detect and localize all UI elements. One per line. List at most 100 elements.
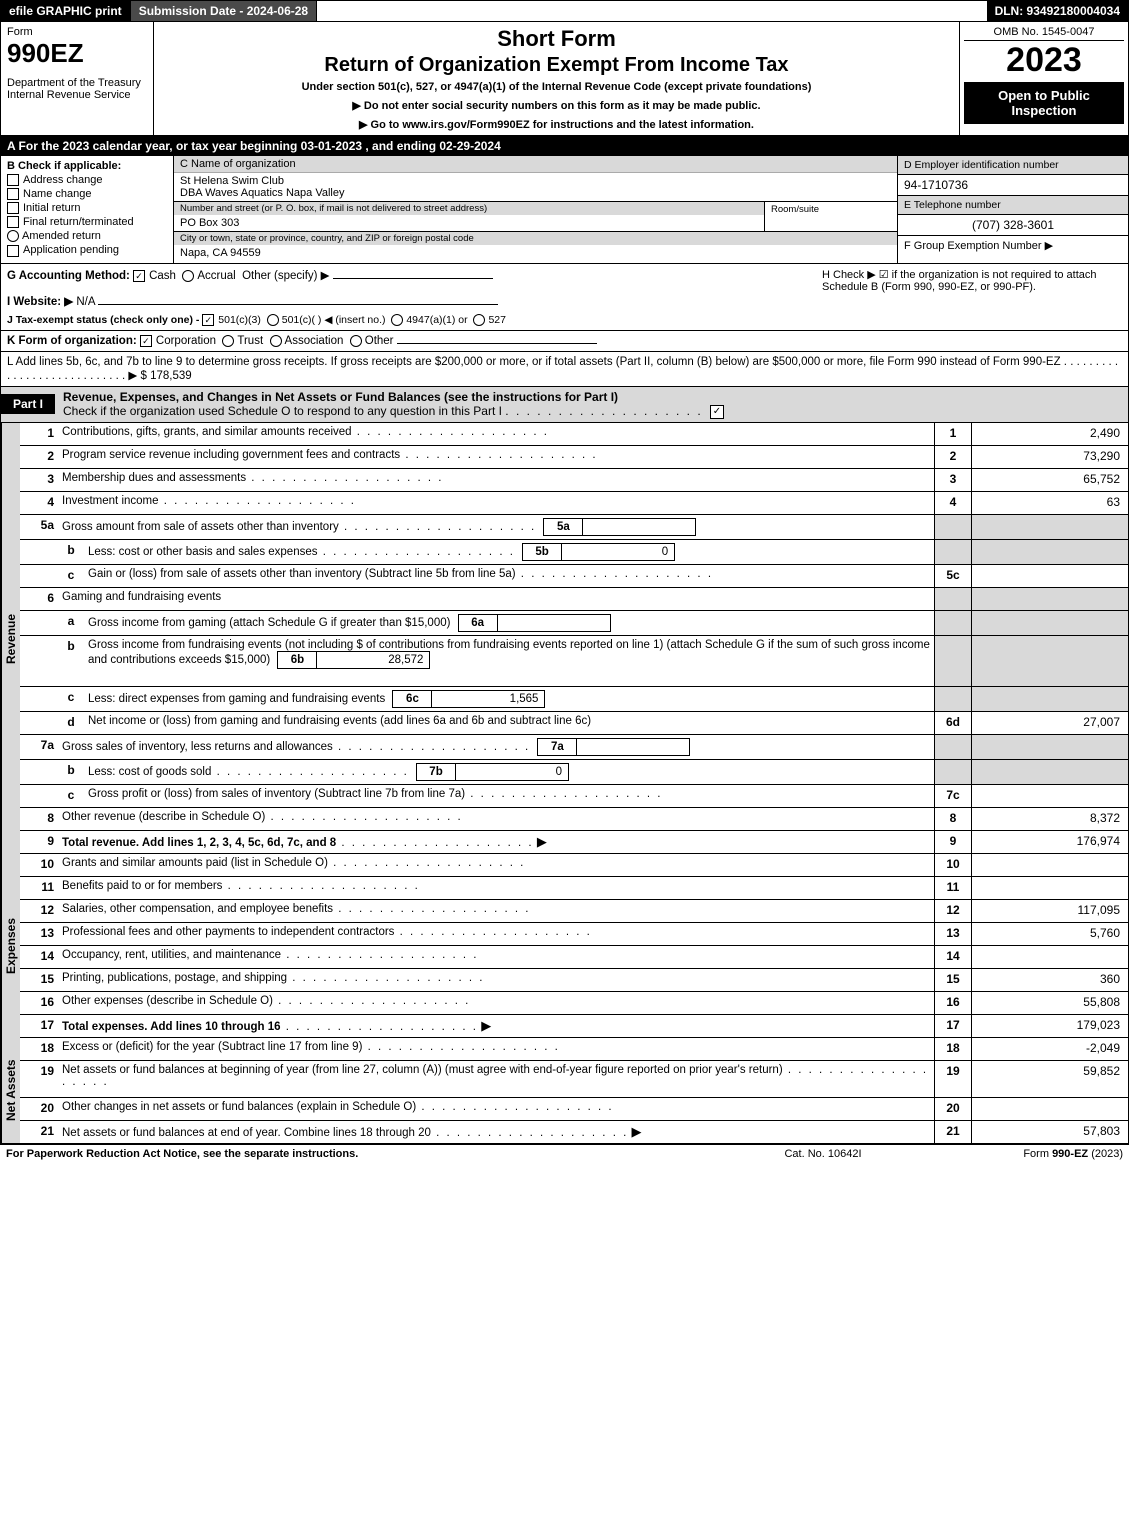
dln: DLN: 93492180004034 xyxy=(987,1,1128,21)
ln1-num: 1 xyxy=(20,423,58,445)
part-1-check-text: Check if the organization used Schedule … xyxy=(63,404,502,418)
k-trust: Trust xyxy=(237,335,263,347)
ln7b-ib: 7b xyxy=(417,764,456,780)
j-527: 527 xyxy=(488,314,506,326)
ln12-box: 12 xyxy=(934,900,971,922)
ln6a-ib: 6a xyxy=(459,615,498,631)
ln6b-ib: 6b xyxy=(278,652,317,668)
j-line: J Tax-exempt status (check only one) - 5… xyxy=(7,314,1122,326)
line-4: 4 Investment income 4 63 xyxy=(20,492,1128,515)
ln6b-val xyxy=(971,636,1128,686)
omb-number: OMB No. 1545-0047 xyxy=(964,26,1124,41)
ln10-num: 10 xyxy=(20,854,58,876)
ln17-val: 179,023 xyxy=(971,1015,1128,1037)
k-corp: Corporation xyxy=(156,335,216,347)
header-center: Short Form Return of Organization Exempt… xyxy=(154,22,959,135)
line-15: 15 Printing, publications, postage, and … xyxy=(20,969,1128,992)
line-7c: c Gross profit or (loss) from sales of i… xyxy=(20,785,1128,808)
ln6c-ibv: 1,565 xyxy=(432,691,544,707)
ln5b-val xyxy=(971,540,1128,564)
line-a-tax-year: A For the 2023 calendar year, or tax yea… xyxy=(0,136,1129,156)
cb-amended-return[interactable]: Amended return xyxy=(7,230,167,242)
ln14-num: 14 xyxy=(20,946,58,968)
cb-application-pending[interactable]: Application pending xyxy=(7,244,167,256)
efile-print[interactable]: efile GRAPHIC print xyxy=(1,1,131,21)
org-dba: DBA Waves Aquatics Napa Valley xyxy=(180,187,891,199)
ln12-num: 12 xyxy=(20,900,58,922)
l-value: 178,539 xyxy=(150,370,192,382)
footer: For Paperwork Reduction Act Notice, see … xyxy=(0,1144,1129,1163)
line-6b: b Gross income from fundraising events (… xyxy=(20,636,1128,687)
form-number: 990EZ xyxy=(7,38,147,69)
expenses-section: Expenses 10 Grants and similar amounts p… xyxy=(0,854,1129,1038)
ln3-desc: Membership dues and assessments xyxy=(62,472,246,484)
ln7c-desc: Gross profit or (loss) from sales of inv… xyxy=(88,788,465,800)
cb-final-return[interactable]: Final return/terminated xyxy=(7,216,167,228)
ln6b-desc: Gross income from fundraising events (no… xyxy=(88,639,930,666)
section-bcdef: B Check if applicable: Address change Na… xyxy=(0,156,1129,264)
ln5b-num: b xyxy=(58,540,84,564)
revenue-side-label: Revenue xyxy=(1,423,20,854)
ln19-desc: Net assets or fund balances at beginning… xyxy=(62,1064,783,1076)
ln3-num: 3 xyxy=(20,469,58,491)
org-name: St Helena Swim Club xyxy=(180,175,891,187)
footer-right: Form 990-EZ (2023) xyxy=(923,1148,1123,1160)
footer-mid: Cat. No. 10642I xyxy=(723,1148,923,1160)
short-form-title: Short Form xyxy=(162,26,951,52)
line-6: 6 Gaming and fundraising events xyxy=(20,588,1128,611)
ln4-num: 4 xyxy=(20,492,58,514)
c-label: C Name of organization xyxy=(174,156,897,173)
open-to-public: Open to Public Inspection xyxy=(964,82,1124,124)
top-bar: efile GRAPHIC print Submission Date - 20… xyxy=(0,0,1129,22)
ln8-desc: Other revenue (describe in Schedule O) xyxy=(62,811,265,823)
cb-501c[interactable] xyxy=(267,314,279,326)
cb-name-change[interactable]: Name change xyxy=(7,188,167,200)
ln1-desc: Contributions, gifts, grants, and simila… xyxy=(62,426,352,438)
street-value: PO Box 303 xyxy=(180,217,758,229)
cb-schedule-o[interactable] xyxy=(710,405,724,419)
col-b-checkboxes: B Check if applicable: Address change Na… xyxy=(1,156,174,263)
ln9-desc: Total revenue. Add lines 1, 2, 3, 4, 5c,… xyxy=(62,837,336,849)
line-5c: c Gain or (loss) from sale of assets oth… xyxy=(20,565,1128,588)
ln5a-box xyxy=(934,515,971,539)
cb-trust[interactable] xyxy=(222,335,234,347)
return-title: Return of Organization Exempt From Incom… xyxy=(162,54,951,77)
ln13-box: 13 xyxy=(934,923,971,945)
cb-501c3[interactable] xyxy=(202,314,214,326)
ln5a-ibv xyxy=(583,519,695,535)
line-17: 17 Total expenses. Add lines 10 through … xyxy=(20,1015,1128,1038)
ln4-box: 4 xyxy=(934,492,971,514)
ln7a-desc: Gross sales of inventory, less returns a… xyxy=(62,741,333,753)
ln7c-box: 7c xyxy=(934,785,971,807)
part-1-title-text: Revenue, Expenses, and Changes in Net As… xyxy=(63,390,618,404)
cb-other[interactable] xyxy=(350,335,362,347)
tax-year: 2023 xyxy=(964,41,1124,80)
ln14-val xyxy=(971,946,1128,968)
warn-link[interactable]: ▶ Go to www.irs.gov/Form990EZ for instru… xyxy=(162,118,951,131)
ln6b-box xyxy=(934,636,971,686)
cb-527[interactable] xyxy=(473,314,485,326)
ln5c-val xyxy=(971,565,1128,587)
cb-cash[interactable] xyxy=(133,270,145,282)
cb-assoc[interactable] xyxy=(270,335,282,347)
cb-application-pending-label: Application pending xyxy=(23,244,119,256)
ln6a-desc: Gross income from gaming (attach Schedul… xyxy=(88,617,450,629)
ln5a-desc: Gross amount from sale of assets other t… xyxy=(62,521,339,533)
dept-treasury: Department of the Treasury xyxy=(7,77,147,89)
cb-accrual[interactable] xyxy=(182,270,194,282)
cb-initial-return[interactable]: Initial return xyxy=(7,202,167,214)
cb-corp[interactable] xyxy=(140,335,152,347)
line-21: 21 Net assets or fund balances at end of… xyxy=(20,1121,1128,1143)
ln5a-num: 5a xyxy=(20,515,58,539)
cb-address-change[interactable]: Address change xyxy=(7,174,167,186)
ln17-box: 17 xyxy=(934,1015,971,1037)
submission-date: Submission Date - 2024-06-28 xyxy=(131,1,317,21)
cb-address-change-label: Address change xyxy=(23,174,103,186)
ln1-val: 2,490 xyxy=(971,423,1128,445)
ln6d-num: d xyxy=(58,712,84,734)
j-4947: 4947(a)(1) or xyxy=(406,314,467,326)
cb-4947[interactable] xyxy=(391,314,403,326)
ln11-val xyxy=(971,877,1128,899)
website-value: N/A xyxy=(76,296,95,308)
ln11-desc: Benefits paid to or for members xyxy=(62,880,222,892)
